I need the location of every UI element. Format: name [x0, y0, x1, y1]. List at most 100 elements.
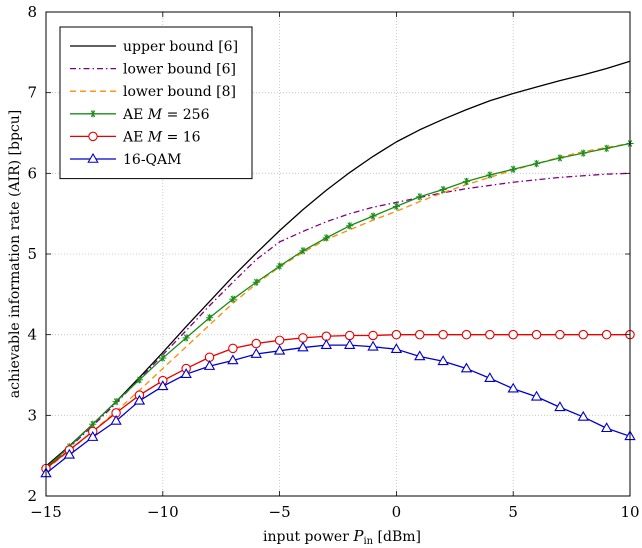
data-point	[369, 212, 377, 220]
x-axis-label-prefix: input power	[263, 529, 353, 545]
data-point	[252, 278, 260, 286]
legend-label: AE M = 256	[122, 107, 210, 123]
data-point	[320, 339, 333, 349]
axis-labels: input power Pin [dBm] achievable informat…	[7, 110, 421, 547]
data-point	[437, 355, 449, 366]
data-point	[273, 344, 286, 355]
y-tick-label: 8	[27, 3, 37, 21]
series-6	[40, 339, 636, 478]
series-line	[45, 344, 631, 474]
data-point	[344, 330, 355, 341]
series-line	[45, 172, 631, 469]
data-point	[461, 329, 472, 340]
data-point	[88, 131, 98, 142]
series-1	[45, 60, 631, 467]
data-point	[439, 185, 447, 194]
data-point	[276, 262, 284, 270]
data-point	[486, 171, 494, 179]
data-point	[322, 234, 330, 242]
ticks: −15 −10 −5 0 5 10 2 3 4 5 6 7 8	[27, 3, 639, 521]
data-point	[298, 333, 308, 343]
data-point	[579, 149, 587, 157]
x-tick-label: −5	[269, 503, 291, 521]
data-point	[391, 329, 402, 340]
legend-label: lower bound [6]	[123, 62, 236, 78]
data-point	[87, 431, 99, 441]
data-point	[460, 362, 473, 373]
data-point	[507, 382, 519, 393]
legend-label-var: M	[147, 107, 163, 123]
data-point	[601, 329, 612, 340]
data-point	[227, 354, 239, 365]
legend-entry-3: lower bound [8]	[70, 84, 236, 100]
x-tick-label: −10	[147, 503, 179, 521]
data-point	[508, 329, 518, 340]
series-line	[45, 334, 630, 470]
data-point	[603, 144, 611, 152]
data-point	[274, 335, 285, 346]
legend-label: AE M = 16	[122, 129, 201, 145]
x-tick-label: 0	[392, 503, 402, 521]
legend: upper bound [6] lower bound [6] lower boun…	[59, 26, 253, 180]
data-point	[299, 247, 307, 255]
data-point	[343, 339, 356, 349]
data-point	[251, 338, 261, 349]
data-point	[485, 329, 495, 340]
data-point	[367, 340, 379, 351]
x-axis-label-suffix: [dBm]	[373, 529, 421, 545]
data-point	[484, 372, 496, 383]
data-point	[203, 360, 216, 370]
data-point	[180, 368, 192, 378]
series-5	[41, 329, 635, 474]
data-point	[577, 410, 589, 421]
x-axis-label-var: P	[352, 527, 364, 545]
x-axis-label: input power Pin [dBm]	[263, 527, 421, 547]
data-point	[415, 329, 425, 340]
y-tick-label: 3	[27, 406, 37, 424]
y-axis-label: achievable information rate (AIR) [bpcu]	[7, 110, 23, 398]
x-axis-label-sub: in	[363, 536, 373, 547]
legend-label: upper bound [6]	[123, 39, 238, 55]
y-tick-label: 6	[27, 164, 37, 182]
legend-label-var: M	[147, 129, 163, 145]
series-layer	[40, 60, 636, 478]
data-point	[390, 343, 403, 353]
data-point	[182, 334, 190, 342]
data-point	[89, 420, 97, 428]
series-2	[45, 172, 631, 469]
x-tick-label: −15	[30, 503, 62, 521]
data-point	[112, 398, 120, 406]
data-point	[250, 347, 262, 358]
data-point	[87, 152, 99, 163]
y-tick-label: 7	[27, 84, 37, 102]
data-point	[133, 394, 146, 405]
data-point	[554, 401, 566, 412]
data-point	[578, 329, 589, 340]
data-point	[530, 390, 543, 401]
data-point	[368, 330, 378, 341]
data-point	[416, 193, 424, 201]
data-point	[556, 154, 564, 162]
legend-label: lower bound [8]	[123, 84, 236, 100]
legend-entry-5: AE M = 16	[70, 129, 201, 145]
legend-label: 16-QAM	[123, 152, 181, 168]
data-point	[531, 329, 542, 340]
y-tick-label: 2	[27, 487, 37, 505]
data-point	[532, 160, 541, 168]
data-point	[392, 202, 400, 211]
data-point	[110, 414, 122, 425]
data-point	[346, 222, 354, 230]
legend-entry-4: AE M = 256	[70, 107, 210, 123]
legend-label-prefix: AE	[122, 129, 148, 145]
legend-entry-1: upper bound [6]	[70, 39, 238, 55]
y-tick-label: 4	[27, 326, 37, 344]
data-point	[157, 380, 169, 391]
data-point	[228, 343, 238, 354]
y-tick-label: 5	[27, 245, 37, 263]
data-point	[89, 110, 97, 118]
legend-label-suffix: = 256	[162, 107, 209, 123]
series-3	[45, 142, 631, 470]
data-point	[205, 314, 214, 322]
x-tick-label: 10	[620, 503, 639, 521]
data-point	[438, 329, 448, 340]
